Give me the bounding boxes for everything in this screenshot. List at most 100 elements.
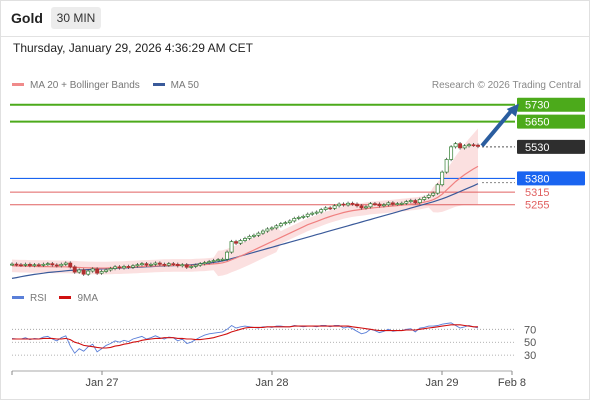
candle (422, 197, 427, 200)
candle (202, 262, 207, 265)
candle (413, 200, 418, 203)
candle (399, 202, 404, 205)
candle (131, 265, 135, 268)
level-value-5380: 5380 (525, 173, 549, 185)
candle (395, 203, 400, 206)
candle (256, 232, 261, 236)
timeframe-button[interactable]: 30 MIN (51, 7, 101, 29)
candle (72, 266, 77, 273)
candle (184, 264, 189, 268)
candle (283, 222, 288, 225)
level-value-5315: 5315 (525, 187, 549, 199)
rsi-tick-50: 50 (524, 337, 536, 349)
candle (238, 240, 243, 244)
legend-rsi-ma-label: 9MA (77, 293, 99, 304)
candle (319, 209, 324, 213)
candle (229, 241, 234, 253)
legend-ma50: MA 50 (152, 80, 199, 91)
projection-arrow-head (506, 103, 519, 117)
candle (198, 263, 203, 266)
candle (81, 269, 86, 275)
candle (95, 268, 100, 274)
candle (104, 269, 109, 272)
level-value-5530: 5530 (525, 142, 549, 154)
candle (265, 228, 270, 232)
candle (207, 261, 212, 263)
candle (220, 258, 225, 261)
candle (180, 264, 185, 267)
legend-rsi: RSI (12, 293, 47, 304)
candle (252, 234, 256, 237)
candle (19, 264, 23, 267)
level-tag-5650 (517, 114, 585, 129)
candle (139, 263, 144, 266)
candle (426, 194, 431, 198)
candle (122, 266, 126, 269)
candle (247, 235, 252, 239)
x-tick-label: Feb 8 (498, 377, 526, 389)
candle (41, 263, 46, 266)
candle (458, 143, 463, 149)
candle (193, 264, 198, 267)
header-divider (0, 36, 590, 37)
rsi-ma-line (12, 324, 478, 349)
candle (408, 200, 413, 202)
candle (157, 262, 162, 265)
legend-rsi-label: RSI (30, 293, 47, 304)
candle (386, 202, 391, 206)
candle (225, 251, 230, 260)
level-value-5730: 5730 (525, 100, 549, 112)
candle (355, 203, 359, 207)
level-tag-5730 (517, 97, 585, 112)
candle (171, 263, 176, 266)
instrument-title: Gold (11, 10, 43, 26)
legend-rsi-ma-swatch (59, 295, 72, 299)
candle (54, 264, 59, 267)
rsi-legend: RSI 9MA (12, 293, 108, 304)
candle (99, 271, 104, 274)
candle (36, 264, 41, 267)
candle (305, 213, 310, 217)
candle (417, 199, 422, 203)
candle (77, 269, 82, 273)
x-tick-label: Jan 28 (255, 377, 288, 389)
candle (292, 218, 297, 222)
candle (431, 192, 436, 196)
candle (86, 270, 91, 275)
candle (310, 212, 315, 215)
candle (117, 266, 122, 269)
legend-ma50-label: MA 50 (170, 80, 199, 91)
legend-ma20-swatch (12, 82, 24, 86)
candle (68, 262, 73, 268)
candle (350, 202, 355, 205)
candle (453, 143, 458, 148)
candle (404, 201, 409, 204)
candle (162, 263, 167, 266)
candle (216, 259, 221, 262)
projection-arrow (480, 108, 514, 148)
candle (234, 241, 238, 244)
candle (332, 205, 337, 209)
chart-datetime: Thursday, January 29, 2026 4:36:29 AM CE… (13, 41, 253, 55)
level-value-5255: 5255 (525, 200, 549, 212)
candle (126, 266, 131, 268)
candle (314, 211, 319, 214)
candle (323, 207, 328, 210)
top-bar: Gold 30 MIN (0, 0, 590, 36)
candle (50, 263, 55, 266)
legend-ma20-label: MA 20 + Bollinger Bands (30, 80, 140, 91)
candle (377, 203, 382, 207)
candle (301, 215, 306, 218)
candle (32, 264, 37, 267)
candle (211, 260, 216, 262)
candle (296, 217, 301, 219)
candle (467, 144, 471, 147)
candle (59, 263, 64, 267)
rsi-tick-30: 30 (524, 350, 536, 362)
level-tag-5380 (517, 171, 585, 186)
legend-rsi-swatch (12, 295, 24, 299)
candle (175, 263, 180, 267)
candle (341, 203, 346, 206)
x-tick-label: Jan 27 (85, 377, 118, 389)
